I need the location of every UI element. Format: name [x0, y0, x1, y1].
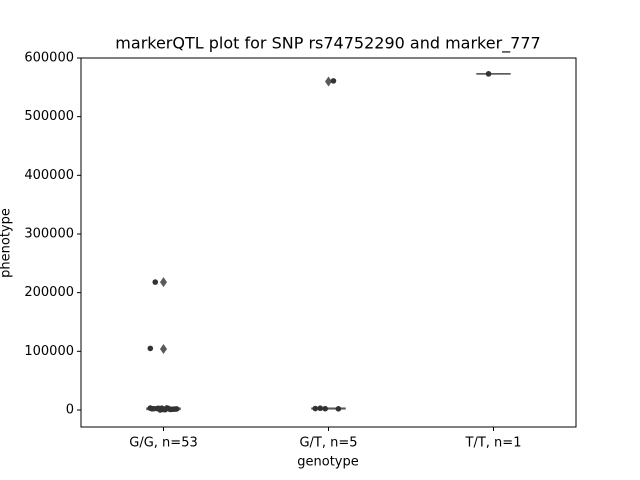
x-tick-label: T/T, n=1: [465, 436, 522, 451]
point: [485, 71, 492, 77]
point: [160, 406, 167, 413]
point: [155, 405, 162, 412]
y-tick-label: 100000: [24, 344, 74, 359]
y-tick-label: 200000: [24, 285, 74, 300]
plot-frame: [80, 57, 577, 428]
chart-title: markerQTL plot for SNP rs74752290 and ma…: [115, 34, 540, 54]
point: [152, 279, 159, 285]
x-tick-label: G/G, n=53: [129, 436, 197, 451]
point: [322, 405, 329, 412]
point: [317, 405, 324, 412]
point: [165, 405, 172, 412]
y-tick-label: 300000: [24, 226, 74, 241]
outlier: [160, 343, 167, 354]
point: [312, 405, 319, 412]
y-tick-label: 500000: [24, 109, 74, 124]
x-tick-label: G/T, n=5: [299, 436, 357, 451]
point: [330, 78, 337, 84]
point: [170, 406, 177, 412]
point: [147, 405, 154, 411]
point: [147, 345, 154, 352]
y-axis-label: phenotype: [0, 208, 14, 278]
y-tick-label: 0: [66, 402, 74, 417]
outlier: [160, 277, 167, 288]
y-tick-label: 400000: [24, 168, 74, 183]
x-axis-label: genotype: [297, 455, 358, 470]
point: [335, 406, 342, 412]
y-tick-label: 600000: [24, 51, 74, 66]
outlier: [325, 76, 332, 87]
